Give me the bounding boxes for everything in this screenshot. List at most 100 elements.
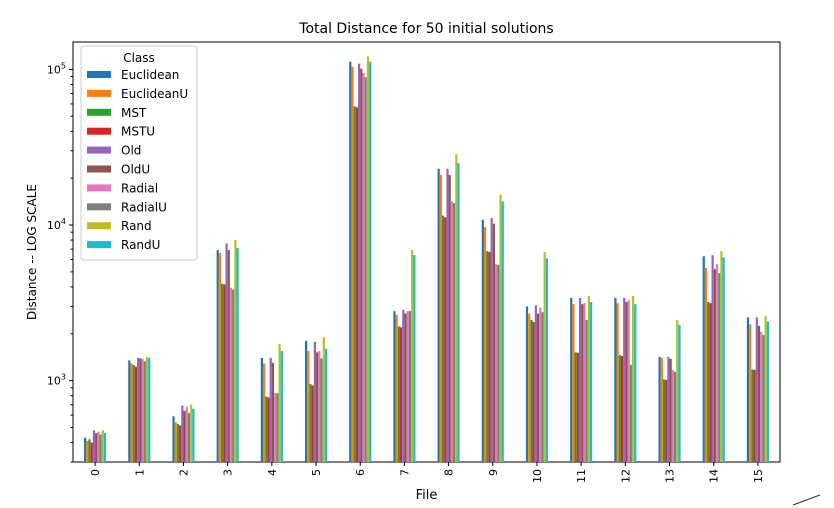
x-tick-label: 15 (752, 469, 765, 483)
bar (276, 393, 279, 462)
legend-label: Radial (121, 181, 158, 195)
bar (232, 289, 235, 462)
x-tick-label: 12 (619, 469, 632, 483)
y-tick-label: 104 (47, 217, 66, 232)
x-tick-label: 8 (443, 469, 456, 476)
x-axis-label: File (416, 488, 438, 503)
bar (260, 357, 264, 462)
legend-items: Euclidean EuclideanU MST MSTU Old OldU Radial R… (87, 68, 188, 252)
bar (236, 248, 239, 462)
legend-swatch (87, 89, 111, 97)
y-axis-label: Distance -- LOG SCALE (25, 184, 39, 320)
bar (309, 384, 312, 462)
legend-label: RandU (121, 238, 160, 252)
bar (349, 61, 352, 463)
y-axis: 103 104 105 (47, 61, 73, 463)
bar (581, 304, 584, 462)
bar (97, 431, 100, 462)
legend-swatch (87, 108, 111, 116)
bar (355, 107, 359, 462)
x-axis: 0 1 2 3 4 5 6 7 8 9 10 11 12 13 14 15 (89, 462, 765, 483)
legend-swatch (87, 71, 111, 78)
bar (269, 357, 272, 462)
bar (486, 251, 489, 462)
bar (304, 340, 308, 462)
x-tick-label: 14 (708, 469, 721, 483)
bar (221, 283, 224, 462)
bar (764, 316, 767, 462)
bar (614, 297, 617, 462)
legend-swatch (87, 165, 111, 173)
bar (766, 321, 769, 462)
bar (623, 297, 626, 462)
bar (457, 163, 460, 462)
x-tick-label: 6 (354, 469, 367, 476)
bar (223, 284, 226, 462)
y-tick-label: 103 (47, 373, 66, 388)
bar (181, 405, 184, 462)
bar (453, 203, 456, 462)
bar (722, 257, 725, 462)
chart-title: Total Distance for 50 initial solutions (298, 21, 553, 37)
bar (494, 264, 498, 462)
bar (234, 240, 237, 462)
bar (751, 369, 754, 462)
bar (393, 311, 396, 462)
legend-label: EuclideanU (121, 87, 188, 101)
bar (536, 313, 540, 462)
bar (718, 273, 721, 462)
bar (307, 351, 310, 462)
bar (139, 358, 142, 462)
bar (490, 217, 493, 462)
legend-swatch (87, 184, 111, 192)
bar (720, 251, 723, 462)
bar (585, 320, 588, 462)
bar (543, 252, 546, 462)
x-tick-label: 0 (89, 469, 102, 476)
bar (229, 287, 233, 462)
bar (148, 357, 151, 462)
bar (676, 320, 679, 462)
bar (746, 317, 750, 462)
bar (92, 430, 96, 462)
bar (86, 440, 89, 462)
bar (320, 358, 323, 462)
bar (103, 433, 107, 462)
bar (183, 410, 186, 462)
bar (660, 357, 663, 462)
bar (351, 66, 354, 462)
bar (267, 397, 270, 462)
bars-layer (84, 56, 769, 463)
bar (437, 168, 440, 463)
bar (399, 327, 403, 462)
legend-label: RadialU (121, 200, 167, 214)
bar (404, 313, 407, 462)
bar (662, 379, 666, 462)
bar (358, 63, 361, 462)
bar (402, 309, 405, 462)
bar (715, 264, 719, 462)
bar (176, 424, 180, 462)
bar (572, 304, 575, 462)
bar (455, 154, 458, 463)
bar (678, 324, 681, 462)
legend-swatch (87, 222, 111, 230)
bar (172, 416, 175, 462)
bar (629, 365, 632, 462)
bar (709, 303, 712, 462)
legend-label: MSTU (121, 125, 155, 139)
bar (90, 442, 93, 462)
bar (665, 379, 668, 462)
bar (711, 255, 714, 462)
legend[interactable]: Class Euclidean EuclideanU MST MSTU Old OldU R… (80, 45, 198, 261)
bar (145, 356, 149, 462)
bar (530, 320, 533, 462)
bar (753, 370, 756, 462)
bar (225, 243, 228, 462)
legend-title: Class (123, 51, 155, 65)
bar (218, 253, 222, 462)
bar (95, 433, 98, 462)
bar (88, 439, 91, 462)
